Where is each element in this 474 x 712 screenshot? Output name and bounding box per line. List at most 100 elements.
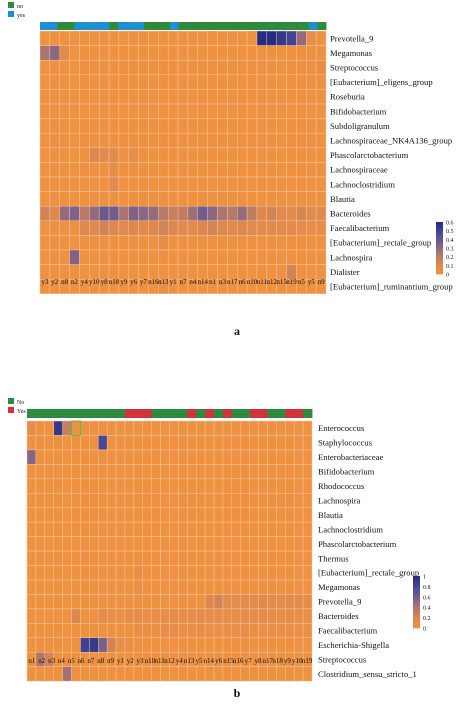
panel-a-column-label: n5 bbox=[298, 278, 306, 286]
panel-a-heatmap-cell bbox=[276, 132, 287, 149]
panel-b-column-label: n13 bbox=[184, 657, 195, 665]
panel-a-heatmap-cell bbox=[158, 59, 169, 76]
panel-b-heatmap-cell bbox=[240, 521, 250, 537]
panel-b-heatmap-cell bbox=[44, 637, 54, 653]
panel-b-heatmap-cell bbox=[80, 666, 90, 682]
panel-b-column-label: n4 bbox=[58, 657, 66, 665]
panel-b-heatmap-cell bbox=[115, 623, 126, 638]
panel-b-heatmap-cell bbox=[267, 420, 277, 436]
panel-b-heatmap-cell bbox=[53, 449, 63, 465]
panel-b-heatmap-cell bbox=[71, 565, 81, 581]
panel-b-column-label: n6 bbox=[78, 657, 86, 665]
panel-a-heatmap-cell bbox=[237, 103, 248, 119]
panel-a-heatmap-cell bbox=[296, 264, 307, 280]
panel-b-heatmap-cell bbox=[44, 464, 54, 480]
panel-b-heatmap-cell bbox=[106, 493, 117, 508]
panel-a-heatmap-cell bbox=[128, 59, 139, 76]
panel-a-heatmap-cell bbox=[197, 235, 208, 251]
panel-b-row-label: Enterobacteriaceae bbox=[318, 452, 384, 462]
panel-a-row-label: Phascolarctobacterium bbox=[330, 150, 409, 160]
panel-a-heatmap-cell bbox=[237, 191, 248, 207]
panel-a-colorbar-segment bbox=[436, 237, 443, 240]
panel-a-column-label: n9 bbox=[318, 278, 326, 286]
panel-a-heatmap-cell bbox=[256, 103, 268, 119]
panel-b-heatmap-cell bbox=[89, 521, 99, 537]
panel-b-heatmap-cell bbox=[213, 579, 224, 595]
panel-b-heatmap-cell bbox=[71, 449, 81, 465]
panel-b-heatmap-cell bbox=[258, 507, 268, 523]
panel-b-heatmap-cell bbox=[89, 435, 99, 451]
panel-a-heatmap-cell bbox=[118, 191, 129, 207]
panel-b-heatmap-cell bbox=[89, 478, 99, 494]
panel-a-heatmap-cell bbox=[158, 74, 169, 90]
panel-a-heatmap-cell bbox=[266, 162, 277, 178]
panel-b-heatmap-cell bbox=[267, 507, 277, 523]
panel-b-heatmap-cell bbox=[71, 435, 81, 451]
panel-b-heatmap-cell bbox=[169, 550, 179, 566]
panel-a-heatmap-cell bbox=[296, 176, 307, 192]
panel-b-heatmap-cell bbox=[80, 565, 90, 581]
panel-a-heatmap-cell bbox=[98, 205, 110, 222]
panel-a-heatmap-cell bbox=[197, 118, 208, 134]
panel-a-heatmap-cell bbox=[177, 220, 189, 236]
panel-b-heatmap-cell bbox=[53, 608, 63, 624]
panel-a-heatmap-cell bbox=[296, 30, 307, 46]
panel-b-heatmap-cell bbox=[106, 449, 117, 465]
panel-b-heatmap-cell bbox=[98, 420, 108, 436]
panel-b-heatmap-cell bbox=[35, 666, 46, 682]
panel-b-heatmap-cell bbox=[151, 637, 161, 653]
panel-b-heatmap-cell bbox=[133, 507, 144, 523]
panel-a-colorbar-segment bbox=[436, 235, 443, 237]
panel-b-group-cell bbox=[267, 409, 277, 418]
panel-a-heatmap-cell bbox=[128, 191, 139, 207]
panel-a-group-cell bbox=[144, 22, 154, 30]
panel-a-group-cell bbox=[291, 22, 301, 30]
panel-b-heatmap-cell bbox=[53, 637, 63, 653]
panel-a-heatmap-cell bbox=[276, 45, 287, 61]
panel-b-heatmap-cell bbox=[142, 449, 152, 465]
panel-a-heatmap-cell bbox=[148, 264, 159, 280]
panel-b-heatmap-cell bbox=[26, 435, 37, 451]
panel-a-colorbar-segment bbox=[436, 246, 443, 249]
panel-a-heatmap-cell bbox=[227, 220, 238, 236]
panel-a-heatmap-cell bbox=[118, 30, 129, 46]
panel-b-heatmap-cell bbox=[62, 521, 72, 537]
panel-a-heatmap-cell bbox=[128, 45, 139, 61]
panel-b-heatmap-cell bbox=[258, 536, 268, 552]
panel-b-heatmap-cell bbox=[267, 565, 277, 581]
panel-a-colorbar-tick: 0.4 bbox=[446, 238, 454, 244]
panel-b-heatmap-cell bbox=[204, 536, 215, 552]
panel-a-group-cell bbox=[187, 22, 197, 30]
panel-b-colorbar-segment bbox=[413, 624, 420, 626]
panel-a-heatmap-cell bbox=[128, 264, 139, 280]
panel-a-heatmap-cell bbox=[207, 147, 218, 163]
panel-b-heatmap-cell bbox=[89, 420, 99, 436]
panel-a-heatmap-cell bbox=[158, 147, 169, 163]
panel-b-colorbar-segment bbox=[413, 599, 420, 602]
panel-a-group-cell bbox=[66, 22, 76, 30]
panel-b-heatmap-cell bbox=[213, 594, 224, 610]
panel-b-heatmap-cell bbox=[293, 550, 304, 566]
panel-b-heatmap-cell bbox=[53, 565, 63, 581]
panel-a-colorbar-tick: 0.2 bbox=[446, 255, 454, 261]
panel-a-heatmap-cell bbox=[217, 147, 228, 163]
panel-a-colorbar-segment bbox=[436, 251, 443, 254]
panel-b-heatmap-cell bbox=[222, 493, 233, 508]
panel-b-heatmap-cell bbox=[35, 478, 46, 494]
panel-b-heatmap-cell bbox=[62, 507, 72, 523]
panel-a-colorbar-segment bbox=[436, 236, 443, 238]
panel-b-heatmap-cell bbox=[240, 623, 250, 638]
panel-b-heatmap-cell bbox=[240, 420, 250, 436]
panel-a-heatmap-cell bbox=[59, 191, 70, 207]
panel-b-heatmap-cell bbox=[133, 478, 144, 494]
panel-b-heatmap-cell bbox=[302, 478, 313, 494]
panel-b-group-cell bbox=[169, 409, 179, 418]
panel-a-colorbar-segment bbox=[436, 253, 443, 255]
panel-b-colorbar-segment bbox=[413, 598, 420, 600]
panel-b-heatmap-cell bbox=[240, 608, 250, 624]
panel-b-colorbar-segment bbox=[413, 615, 420, 617]
panel-b-heatmap-cell bbox=[115, 550, 126, 566]
panel-a-heatmap-cell bbox=[296, 235, 307, 251]
panel-a-heatmap-cell bbox=[138, 162, 149, 178]
